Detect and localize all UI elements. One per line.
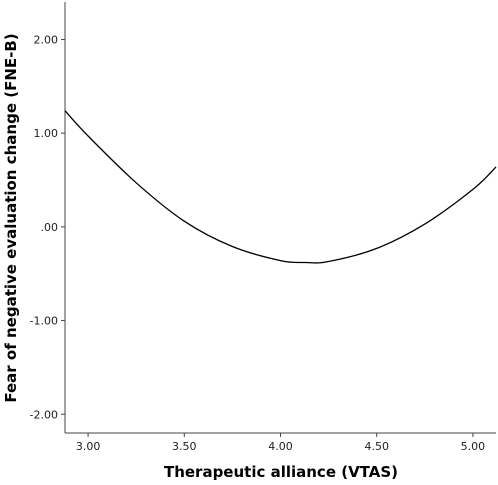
series-line — [64, 110, 497, 264]
y-tick-label: 2.00 — [34, 33, 59, 46]
y-tick-label: .00 — [41, 221, 59, 234]
x-tick-label: 4.50 — [364, 440, 389, 453]
y-tick-label: -2.00 — [30, 408, 58, 421]
x-axis-title: Therapeutic alliance (VTAS) — [164, 463, 398, 481]
x-tick-label: 5.00 — [461, 440, 486, 453]
x-tick-label: 4.00 — [268, 440, 293, 453]
y-axis-title: Fear of negative evaluation change (FNE-… — [2, 33, 20, 402]
y-axis-ticks: 2.00 1.00 .00 -1.00 -2.00 — [30, 33, 65, 421]
x-tick-label: 3.50 — [172, 440, 197, 453]
x-tick-label: 3.00 — [76, 440, 101, 453]
series-group — [64, 110, 497, 264]
x-axis-ticks: 3.00 3.50 4.00 4.50 5.00 — [76, 433, 485, 453]
y-tick-label: 1.00 — [34, 127, 59, 140]
y-tick-label: -1.00 — [30, 315, 58, 328]
